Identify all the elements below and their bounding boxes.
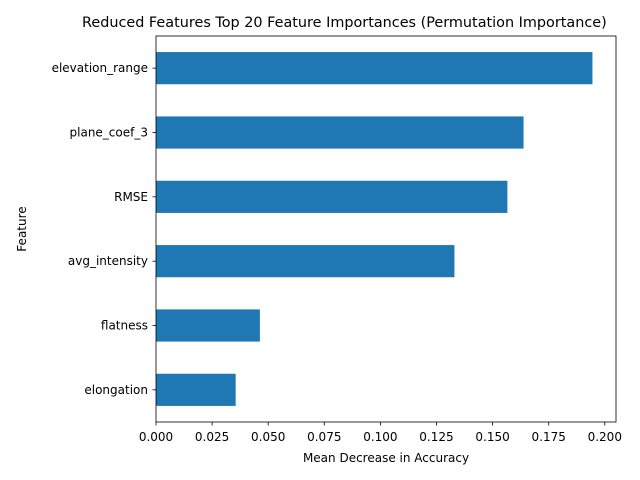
y-tick-label: elevation_range — [52, 61, 148, 75]
x-tick-label: 0.150 — [475, 430, 509, 444]
y-tick-label: RMSE — [114, 190, 148, 204]
x-axis-label: Mean Decrease in Accuracy — [303, 451, 469, 465]
x-tick-label: 0.050 — [251, 430, 285, 444]
y-tick-label: avg_intensity — [68, 254, 148, 268]
bars-group — [156, 52, 593, 406]
y-tick-label: plane_coef_3 — [70, 126, 148, 140]
chart-title: Reduced Features Top 20 Feature Importan… — [82, 15, 607, 31]
x-tick-label: 0.075 — [307, 430, 341, 444]
bar-plane_coef_3 — [156, 116, 524, 149]
x-tick-label: 0.000 — [139, 430, 173, 444]
x-tick-label: 0.175 — [532, 430, 566, 444]
bar-flatness — [156, 309, 260, 342]
x-tick-labels: 0.000 0.025 0.050 0.075 0.100 0.125 0.150 0.175… — [139, 422, 622, 444]
bar-avg_intensity — [156, 245, 455, 278]
x-tick-label: 0.100 — [363, 430, 397, 444]
y-tick-label: elongation — [84, 383, 148, 397]
plot-frame — [155, 35, 617, 423]
x-tick-label: 0.025 — [195, 430, 229, 444]
bar-RMSE — [156, 180, 508, 213]
x-tick-label: 0.200 — [588, 430, 622, 444]
bar-elevation_range — [156, 52, 593, 85]
bar-elongation — [156, 373, 236, 406]
y-tick-label: flatness — [101, 319, 148, 333]
x-tick-label: 0.125 — [419, 430, 453, 444]
y-axis-label: Feature — [15, 206, 29, 251]
y-tick-labels: elevation_range plane_coef_3 RMSE avg_inten… — [52, 61, 156, 397]
